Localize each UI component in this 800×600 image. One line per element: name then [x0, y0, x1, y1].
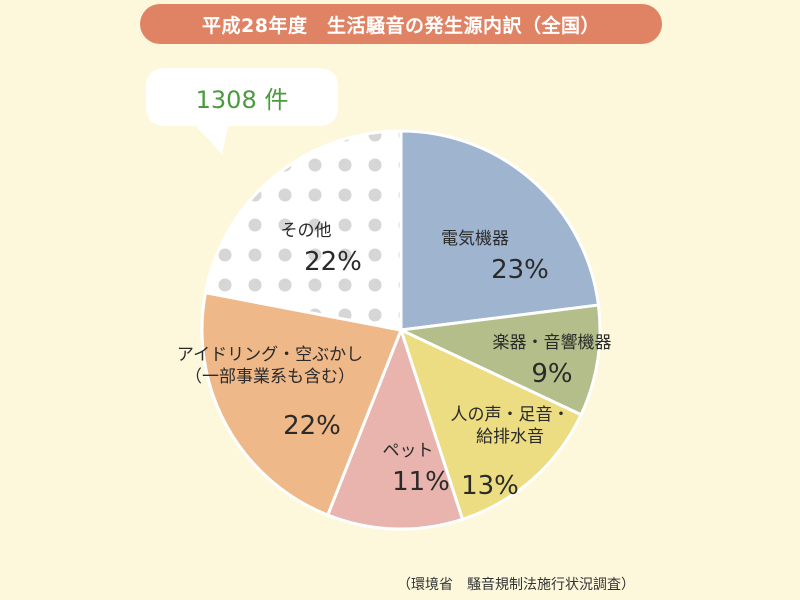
- slice-percent: 13%: [461, 471, 519, 501]
- slice-label: 楽器・音響機器: [493, 333, 612, 353]
- slice-label: その他: [281, 221, 332, 241]
- pie-slice: [398, 327, 584, 522]
- slice-label: 給排水音: [476, 427, 544, 447]
- total-bubble: 1308 件: [146, 68, 338, 154]
- pie-slice: [200, 290, 404, 517]
- slice-percent: 11%: [392, 467, 450, 497]
- slice-percent: 22%: [283, 411, 341, 441]
- speech-bubble: [146, 68, 338, 154]
- pie-labels: 電気機器 23% 楽器・音響機器 9% 人の声・足音・給排水音 13% ペット 11% アイドリ…: [177, 221, 612, 501]
- source-note: （環境省 騒音規制法施行状況調査）: [397, 577, 635, 593]
- slice-label: （一部事業系も含む）: [185, 367, 355, 387]
- pie-slice: [203, 129, 403, 332]
- slice-percent: 22%: [304, 247, 362, 277]
- pie-slice: [325, 325, 465, 531]
- pie-slice: [395, 303, 602, 417]
- slice-percent: 9%: [531, 359, 572, 389]
- slice-label: 人の声・足音・: [451, 405, 570, 425]
- pie-slices: [200, 129, 602, 531]
- slice-percent: 23%: [491, 255, 549, 285]
- slice-label: 電気機器: [441, 229, 509, 249]
- total-count: 1308 件: [196, 86, 289, 114]
- slice-label: アイドリング・空ぶかし: [177, 345, 363, 365]
- chart-title: 平成28年度 生活騒音の発生源内訳（全国）: [140, 4, 662, 44]
- slice-label: ペット: [383, 441, 434, 461]
- pie-slice: [399, 129, 601, 332]
